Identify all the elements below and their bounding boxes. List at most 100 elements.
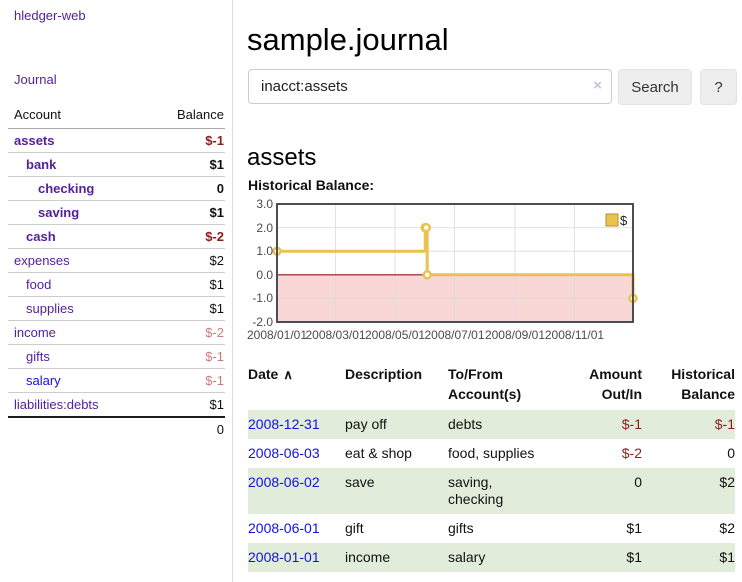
account-balance: 0: [143, 176, 225, 201]
txn-date-link[interactable]: 2008-01-01: [248, 549, 320, 565]
account-row: supplies $1: [8, 296, 225, 321]
sidebar-item-journal[interactable]: Journal: [14, 72, 57, 87]
account-row: salary $-1: [8, 368, 225, 393]
account-name-cell: supplies: [8, 296, 144, 321]
txn-balance: $1: [719, 549, 735, 565]
chart-title: Historical Balance:: [248, 177, 375, 193]
account-link-income[interactable]: income: [14, 325, 56, 340]
account-row: gifts $-1: [8, 344, 225, 369]
total-spacer: [8, 416, 144, 441]
col-date[interactable]: Date ∧: [248, 366, 293, 382]
accounts-table: Account Balance assets $-1 bank $1 checking 0…: [8, 102, 225, 441]
account-link-gifts[interactable]: gifts: [26, 349, 50, 364]
txn-balance: 0: [727, 445, 735, 461]
txn-date-cell: 2008-06-02: [248, 468, 345, 514]
account-name-cell: gifts: [8, 344, 144, 369]
account-balance: $1: [143, 152, 225, 177]
txn-date-cell: 2008-12-31: [248, 410, 345, 439]
account-link-expenses[interactable]: expenses: [14, 253, 70, 268]
txn-description: income: [345, 549, 391, 565]
txn-amount: $1: [626, 549, 642, 565]
txn-date-link[interactable]: 2008-12-31: [248, 416, 320, 432]
account-name-cell: food: [8, 272, 144, 297]
search-input[interactable]: [248, 69, 612, 104]
transaction-row: 2008-01-01 income salary $1 $1: [248, 543, 735, 572]
account-name-cell: cash: [8, 224, 144, 249]
txn-amount: $1: [626, 520, 642, 536]
y-axis-tick: -2.0: [252, 315, 273, 329]
account-balance: $-1: [143, 368, 225, 393]
account-balance: $-1: [143, 344, 225, 369]
txn-balance: $2: [719, 520, 735, 536]
account-row: bank $1: [8, 152, 225, 177]
txn-accounts-text: saving, checking: [448, 474, 504, 507]
account-row: income $-2: [8, 320, 225, 345]
account-name-cell: liabilities:debts: [8, 392, 144, 417]
account-row: saving $1: [8, 200, 225, 225]
accounts-col-balance: Balance: [143, 102, 225, 129]
account-heading: assets: [247, 143, 317, 171]
account-balance: $-1: [143, 128, 225, 153]
clear-search-icon[interactable]: ×: [593, 77, 602, 94]
x-axis-tick: 2008/03/01: [305, 328, 366, 342]
txn-amount: 0: [634, 474, 642, 490]
account-link-liabilities-debts[interactable]: liabilities:debts: [14, 397, 99, 412]
account-name-cell: bank: [8, 152, 144, 177]
y-axis-tick: 1.0: [256, 244, 273, 259]
txn-amount: $-2: [621, 445, 642, 461]
y-axis-tick: 2.0: [256, 220, 273, 235]
y-axis-tick: 0.0: [256, 267, 273, 282]
txn-date-cell: 2008-01-01: [248, 543, 345, 572]
txn-description: gift: [345, 520, 364, 536]
accounts-col-account: Account: [8, 102, 144, 129]
account-link-supplies[interactable]: supplies: [26, 301, 74, 316]
account-link-saving[interactable]: saving: [38, 205, 80, 220]
legend-swatch: [605, 213, 619, 227]
account-row: food $1: [8, 272, 225, 297]
x-axis-tick: 2008/05/01: [364, 328, 426, 342]
txn-accounts-text: salary: [448, 549, 486, 565]
account-balance: $1: [143, 272, 225, 297]
account-link-salary[interactable]: salary: [26, 373, 61, 388]
accounts-total-value: 0: [143, 416, 225, 441]
txn-date-link[interactable]: 2008-06-03: [248, 445, 320, 461]
txn-date-cell: 2008-06-01: [248, 514, 345, 543]
chart-plot-area: $: [272, 203, 638, 323]
balance-chart-svg: $: [272, 203, 638, 323]
transactions-header-row: Date ∧ Description To/From Account(s) Amou…: [248, 362, 735, 410]
x-axis-tick: 2008/07/01: [424, 328, 485, 342]
txn-accounts: food, supplies: [448, 439, 558, 468]
account-link-assets[interactable]: assets: [14, 133, 55, 148]
account-balance: $1: [143, 296, 225, 321]
account-row: checking 0: [8, 176, 225, 201]
account-link-bank[interactable]: bank: [26, 157, 57, 172]
page-title: sample.journal: [247, 21, 449, 57]
search-button[interactable]: Search: [618, 69, 692, 105]
account-link-food[interactable]: food: [26, 277, 52, 292]
y-axis-tick: 3.0: [256, 197, 273, 211]
data-point-marker: [421, 222, 431, 233]
brand-link[interactable]: hledger-web: [14, 8, 86, 23]
txn-date-link[interactable]: 2008-06-01: [248, 520, 320, 536]
search-input-wrap: ×: [248, 69, 612, 104]
col-balance: Historical Balance: [671, 366, 735, 402]
account-row: assets $-1: [8, 128, 225, 153]
txn-date-link[interactable]: 2008-06-02: [248, 474, 320, 490]
account-row: expenses $2: [8, 248, 225, 273]
help-button[interactable]: ?: [700, 69, 737, 105]
account-name-cell: expenses: [8, 248, 144, 273]
account-link-checking[interactable]: checking: [38, 181, 95, 196]
account-link-cash[interactable]: cash: [26, 229, 56, 244]
y-axis-tick: -1.0: [252, 291, 273, 306]
account-balance: $-2: [143, 224, 225, 249]
txn-date-cell: 2008-06-03: [248, 439, 345, 468]
txn-balance: $-1: [714, 416, 735, 432]
accounts-total-row: 0: [8, 416, 225, 441]
account-row: cash $-2: [8, 224, 225, 249]
transaction-row: 2008-06-01 gift gifts $1 $2: [248, 514, 735, 543]
plot-border: [276, 203, 634, 323]
account-balance: $-2: [143, 320, 225, 345]
txn-balance: $2: [719, 474, 735, 490]
account-balance: $2: [143, 248, 225, 273]
